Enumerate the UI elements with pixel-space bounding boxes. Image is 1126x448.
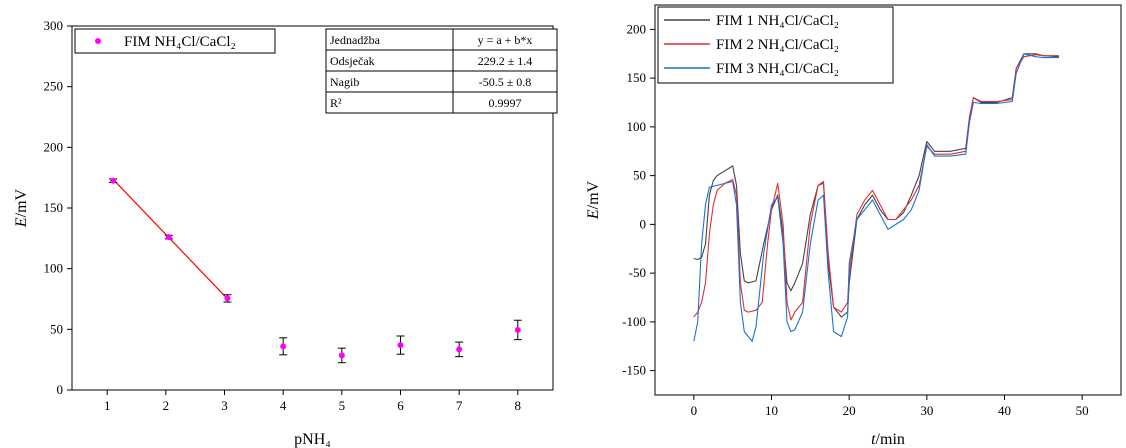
x-tick-label: 20 [843,403,856,418]
time-response-chart: 0 10 20 30 40 50 -150 -100 -50 0 50 100 150 200 t/min E… [585,4,1122,448]
y-tick-label: 0 [640,216,647,231]
y-tick-label: 100 [44,261,64,276]
data-point [165,234,172,241]
fit-table-value: y = a + b*x [478,33,533,47]
y-tick-label: 100 [627,119,647,134]
x-axis-label: pNH₄ [294,431,331,448]
x-tick-label: 30 [920,403,933,418]
x-tick-label: 3 [221,398,228,413]
fit-table-key: R² [330,96,342,110]
y-tick-label: 0 [57,382,64,397]
fit-table-value: 0.9997 [489,96,522,110]
legend-label: FIM 2 NH₄Cl/CaCl₂ [716,37,839,53]
y-tick-label: -150 [622,363,646,378]
x-tick-label: 4 [280,398,287,413]
legend-label: FIM 3 NH₄Cl/CaCl₂ [716,61,839,77]
x-tick-label: 10 [765,403,778,418]
y-tick-label: 200 [627,21,647,36]
fit-table-value: -50.5 ± 0.8 [479,75,532,89]
plot-frame [654,4,1122,396]
series-line-3 [693,53,1059,342]
x-tick-label: 0 [691,403,698,418]
y-tick-label: 150 [627,70,647,85]
calibration-chart: 1 2 3 4 5 6 7 8 0 50 100 150 200 250 300 pNH₄ E/mV FIM NH… [13,18,558,448]
y-tick-label: 200 [44,139,64,154]
x-tick-label: 50 [1076,403,1089,418]
data-point [224,295,231,302]
legend-label: FIM NH₄Cl/CaCl₂ [124,34,236,50]
x-tick-label: 8 [515,398,522,413]
data-point [456,346,463,353]
legend-marker [95,38,101,44]
x-axis-label: t/min [871,431,905,448]
fit-table-value: 229.2 ± 1.4 [478,54,533,68]
data-point [397,342,404,349]
x-tick-label: 7 [456,398,463,413]
data-point [514,326,521,333]
x-tick-label: 2 [163,398,170,413]
x-tick-label: 1 [104,398,111,413]
y-axis-label: E/mV [585,180,602,220]
data-point [280,343,287,350]
y-tick-label: 250 [44,79,64,94]
fit-table-key: Jednadžba [330,33,381,47]
y-tick-label: -50 [629,265,646,280]
legend-label: FIM 1 NH₄Cl/CaCl₂ [716,13,839,29]
x-tick-label: 5 [339,398,346,413]
data-point [110,177,117,184]
y-tick-label: -100 [622,314,646,329]
y-tick-label: 300 [44,18,64,33]
series-line-2 [693,54,1059,321]
y-tick-label: 150 [44,200,64,215]
fit-table-key: Nagib [330,75,359,89]
y-axis-label: E/mV [13,188,30,228]
x-tick-label: 6 [397,398,404,413]
x-tick-label: 40 [998,403,1011,418]
fit-table-key: Odsječak [330,54,375,68]
y-tick-label: 50 [633,168,646,183]
legend-box [74,28,276,54]
y-tick-label: 50 [50,321,63,336]
data-point [338,352,345,359]
